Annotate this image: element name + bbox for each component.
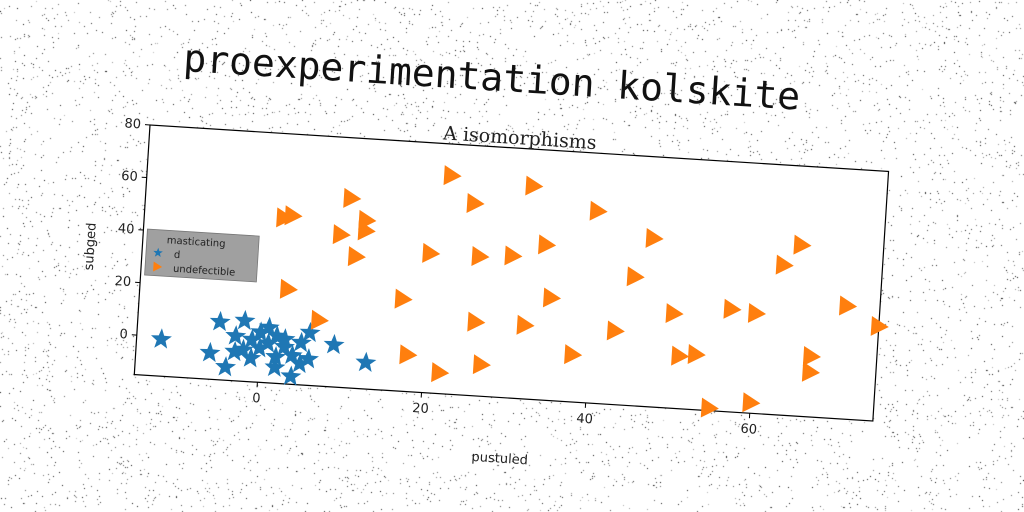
point-undefectible	[466, 192, 485, 213]
point-d	[264, 356, 286, 377]
y-tick-label: 60	[121, 169, 138, 185]
point-d	[224, 340, 246, 362]
point-undefectible	[793, 234, 812, 255]
point-d	[281, 344, 303, 365]
point-d	[151, 328, 172, 349]
point-d	[209, 310, 231, 332]
point-d	[299, 321, 321, 343]
point-undefectible	[645, 227, 664, 248]
point-undefectible	[665, 303, 684, 324]
point-undefectible	[358, 209, 377, 230]
point-undefectible	[516, 314, 535, 335]
point-undefectible	[525, 175, 544, 196]
x-tick-label: 60	[740, 422, 757, 438]
point-undefectible	[279, 278, 298, 299]
x-tick-label: 40	[576, 411, 593, 427]
plot-frame	[133, 124, 890, 422]
point-undefectible	[310, 309, 329, 330]
point-d	[323, 333, 345, 355]
point-undefectible	[839, 295, 858, 316]
point-d	[298, 348, 319, 369]
point-undefectible	[347, 246, 366, 267]
point-d	[258, 316, 280, 337]
point-undefectible	[538, 234, 557, 255]
point-d	[274, 328, 296, 349]
point-undefectible	[542, 287, 562, 308]
y-axis-label: subged	[82, 222, 100, 271]
axis-ticks: 0 20 40 60 0 20 40 60 80	[114, 116, 757, 438]
point-undefectible	[443, 165, 462, 186]
point-undefectible	[606, 320, 625, 341]
point-d	[265, 346, 287, 367]
y-tick-label: 40	[117, 221, 134, 237]
legend-marker-d	[153, 247, 163, 257]
legend-title: masticating	[166, 235, 225, 250]
point-undefectible	[775, 254, 794, 275]
point-undefectible	[801, 361, 820, 382]
y-tick-label: 80	[124, 116, 141, 132]
y-tick-label: 0	[119, 327, 128, 342]
point-d	[232, 338, 254, 359]
point-undefectible	[723, 298, 742, 319]
point-undefectible	[399, 344, 418, 365]
point-d	[249, 337, 271, 358]
point-d	[199, 341, 221, 363]
point-undefectible	[471, 246, 490, 266]
point-undefectible	[564, 344, 583, 365]
point-d	[250, 321, 272, 342]
legend-label-d: d	[174, 250, 181, 261]
point-undefectible	[802, 345, 821, 366]
point-d	[280, 365, 302, 386]
point-undefectible	[671, 345, 690, 366]
point-undefectible	[589, 200, 608, 221]
point-undefectible	[332, 224, 351, 245]
point-undefectible	[394, 288, 413, 309]
point-d	[355, 351, 377, 372]
series-undefectible	[276, 165, 889, 418]
point-d	[289, 352, 311, 374]
legend-box	[144, 228, 260, 283]
data-points	[151, 165, 889, 418]
point-d	[241, 328, 263, 349]
legend-label-undefectible: undefectible	[173, 264, 236, 279]
point-undefectible	[870, 315, 889, 336]
point-undefectible	[700, 397, 719, 418]
point-undefectible	[431, 362, 450, 383]
point-undefectible	[472, 354, 491, 375]
point-undefectible	[504, 245, 523, 266]
point-undefectible	[626, 266, 645, 287]
point-d	[225, 325, 247, 346]
point-undefectible	[742, 392, 761, 413]
legend-entries: d undefectible	[153, 247, 236, 279]
x-axis-label: pustuled	[471, 450, 528, 469]
y-tick-label: 20	[114, 274, 131, 290]
point-d	[257, 332, 279, 353]
point-d	[215, 356, 237, 377]
point-d	[240, 347, 262, 368]
point-undefectible	[747, 302, 767, 323]
x-tick-label: 20	[412, 401, 429, 417]
point-undefectible	[284, 205, 303, 226]
point-d	[274, 336, 295, 357]
point-undefectible	[343, 187, 362, 208]
series-d	[151, 309, 377, 386]
plot-axes: A isomorphisms pustuled subged 020406002…	[82, 116, 890, 469]
point-undefectible	[467, 311, 486, 332]
x-tick-label: 0	[252, 391, 261, 406]
legend-marker-undefectible	[153, 261, 163, 272]
point-d	[290, 331, 312, 353]
point-d	[234, 309, 256, 331]
point-undefectible	[687, 344, 706, 364]
legend: masticating d undefectible	[144, 228, 260, 283]
point-undefectible	[422, 242, 441, 263]
